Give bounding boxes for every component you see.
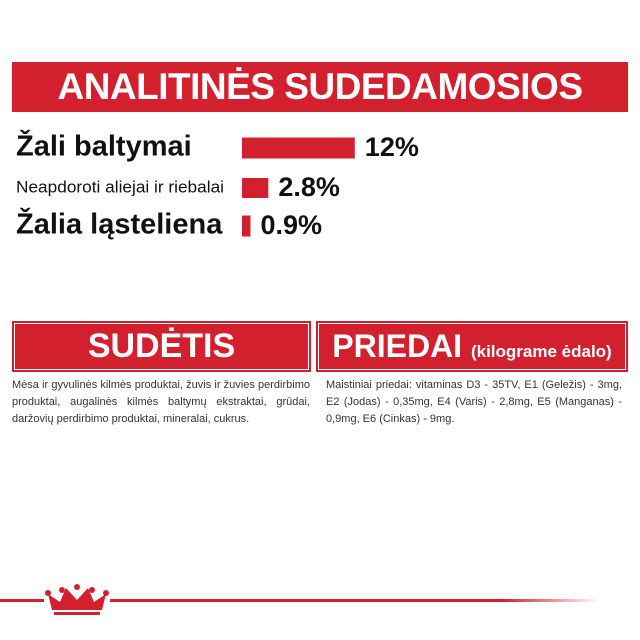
bar xyxy=(242,215,251,237)
bar xyxy=(242,178,269,198)
section-text: Mėsa ir gyvulinės kilmės produktai, žuvi… xyxy=(12,379,310,425)
title: ANALITINĖS SUDEDAMOSIOS DALYS xyxy=(12,62,628,157)
category-label: Žalia ląsteliena xyxy=(16,207,223,241)
value-label: 2.8% xyxy=(278,172,340,202)
section-title: PRIEDAI xyxy=(332,328,463,364)
section-header: PRIEDAI (kilograme ėdalo) xyxy=(316,321,628,372)
section-title: SUDĖTIS xyxy=(87,327,236,365)
value-label: 12% xyxy=(365,132,419,162)
chart: Žali baltymai 12% Neapdoroti aliejai ir ri… xyxy=(16,129,419,241)
category-label: Neapdoroti aliejai ir riebalai xyxy=(16,177,224,196)
section-subtitle: (kilograme ėdalo) xyxy=(470,342,612,361)
section-text: Maistiniai priedai: vitaminas D3 - 35TV,… xyxy=(326,379,622,425)
footer-logo xyxy=(0,584,600,615)
value-label: 0.9% xyxy=(260,210,322,240)
section-header: SUDĖTIS xyxy=(12,321,311,372)
category-label: Žali baltymai xyxy=(16,129,192,163)
bar xyxy=(242,137,355,159)
